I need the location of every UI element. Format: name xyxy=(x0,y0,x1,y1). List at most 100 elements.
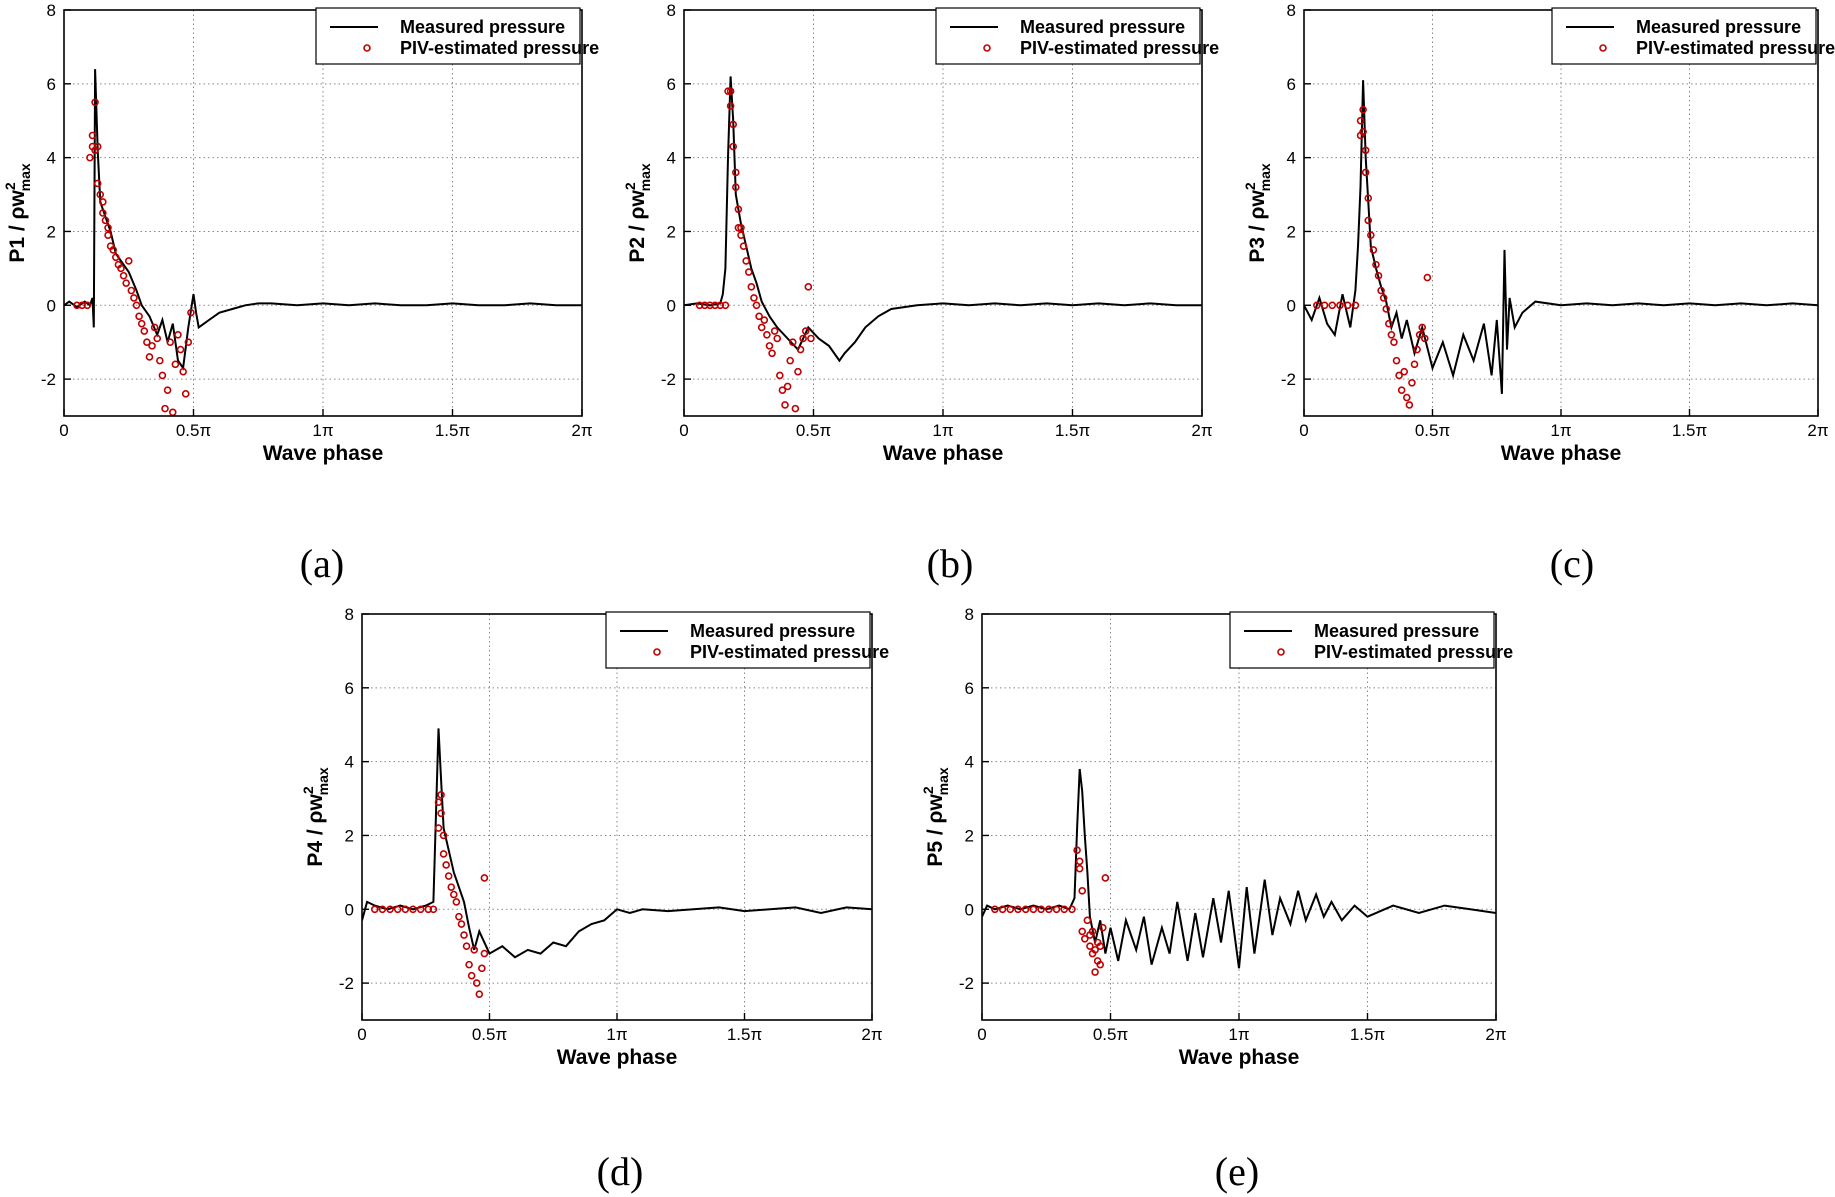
piv-point xyxy=(747,283,756,291)
x-axis-title-b: Wave phase xyxy=(883,442,1004,465)
x-tick-label: 1π xyxy=(606,1025,627,1044)
piv-point xyxy=(1081,934,1089,943)
y-tick-label: 8 xyxy=(345,605,354,624)
legend-label-piv: PIV-estimated pressure xyxy=(690,642,889,662)
piv-point xyxy=(1313,301,1321,310)
piv-point xyxy=(729,120,738,129)
y-axis-title-b: P2 / ρw2max xyxy=(622,163,653,263)
piv-point xyxy=(744,268,753,276)
piv-point xyxy=(450,890,458,899)
piv-point xyxy=(1403,393,1411,402)
x-tick-label: 0 xyxy=(977,1025,986,1044)
piv-point xyxy=(1078,887,1087,895)
chart-panel-a: 0 0.5π 1π 1.5π 2π -2 0 2 4 6 8 Wave phase P1 / ρw2ma… xyxy=(2,1,599,465)
piv-point xyxy=(156,356,164,365)
piv-point xyxy=(124,257,133,265)
y-tick-label: 2 xyxy=(47,222,56,241)
piv-point xyxy=(409,905,417,914)
y-axis-title-d: P4 / ρw2max xyxy=(300,767,331,867)
piv-point xyxy=(1096,942,1105,950)
piv-point xyxy=(1320,301,1329,310)
legend-marker-swatch xyxy=(363,44,371,52)
piv-point xyxy=(117,264,125,273)
x-tick-label: 2π xyxy=(1807,421,1828,440)
y-tick-label: 4 xyxy=(345,753,354,772)
piv-point xyxy=(132,301,141,310)
piv-point xyxy=(1395,371,1403,380)
measured-pressure-line-c xyxy=(1304,80,1818,394)
piv-point xyxy=(148,342,156,350)
piv-point xyxy=(424,905,433,914)
piv-point xyxy=(1359,105,1367,114)
y-tick-label: 0 xyxy=(667,296,676,315)
x-tick-label: 1π xyxy=(1550,421,1571,440)
piv-point xyxy=(991,905,999,914)
piv-point xyxy=(1091,968,1099,976)
piv-point xyxy=(1392,356,1401,365)
piv-point xyxy=(778,386,787,394)
piv-markers-c xyxy=(1313,105,1432,409)
piv-point xyxy=(1045,905,1053,914)
piv-point xyxy=(416,905,425,914)
y-tick-label: 2 xyxy=(1287,222,1296,241)
piv-point xyxy=(1408,378,1416,387)
piv-markers-b xyxy=(695,87,815,413)
legend-marker-swatch xyxy=(653,648,661,656)
piv-point xyxy=(109,246,118,254)
piv-point xyxy=(158,371,167,380)
piv-point xyxy=(1367,231,1375,239)
piv-point xyxy=(112,253,120,262)
piv-point xyxy=(1390,338,1398,346)
y-tick-label: 8 xyxy=(1287,1,1296,20)
piv-point xyxy=(93,179,102,188)
legend-label-piv: PIV-estimated pressure xyxy=(1636,38,1835,58)
piv-point xyxy=(119,271,128,280)
piv-point xyxy=(1336,301,1344,310)
piv-point xyxy=(742,257,750,265)
piv-point xyxy=(788,338,797,346)
grid-c xyxy=(1304,10,1818,416)
piv-point xyxy=(1073,846,1081,855)
piv-point xyxy=(1385,319,1393,328)
y-tick-label: 6 xyxy=(965,679,974,698)
piv-point xyxy=(370,905,379,914)
chart-panel-d: 0 0.5π 1π 1.5π 2π -2 0 2 4 6 8 Wave phase P4 / ρw2ma… xyxy=(300,605,889,1069)
piv-point xyxy=(799,334,807,343)
piv-point xyxy=(101,216,110,225)
x-axis-title-c: Wave phase xyxy=(1501,442,1622,465)
piv-point xyxy=(480,874,489,882)
piv-point xyxy=(478,964,486,973)
piv-point xyxy=(801,327,810,335)
piv-point xyxy=(150,323,159,332)
y-tick-label: 6 xyxy=(345,679,354,698)
legend-label-piv: PIV-estimated pressure xyxy=(400,38,599,58)
piv-point xyxy=(457,920,466,928)
piv-point xyxy=(1382,305,1391,313)
piv-point xyxy=(752,301,761,310)
piv-markers-d xyxy=(370,791,489,998)
piv-point xyxy=(145,353,154,361)
piv-point xyxy=(91,98,99,107)
piv-point xyxy=(1096,960,1105,969)
piv-point xyxy=(1415,330,1424,339)
y-tick-label: -2 xyxy=(661,370,676,389)
piv-point xyxy=(447,883,456,891)
piv-point xyxy=(1343,301,1352,310)
piv-point xyxy=(99,198,107,206)
y-tick-label: 4 xyxy=(47,149,56,168)
piv-point xyxy=(726,102,735,110)
x-axis-title-a: Wave phase xyxy=(263,442,384,465)
piv-point xyxy=(465,960,473,969)
piv-point xyxy=(174,330,182,339)
chart-panel-c: 0 0.5π 1π 1.5π 2π -2 0 2 4 6 8 Wave phase P3 / ρw2ma… xyxy=(1242,1,1835,465)
piv-point xyxy=(1379,294,1388,302)
legend-marker-swatch xyxy=(1277,648,1285,656)
y-tick-label: 6 xyxy=(1287,75,1296,94)
y-tick-label: 8 xyxy=(667,1,676,20)
legend-label-piv: PIV-estimated pressure xyxy=(1020,38,1219,58)
x-tick-label: 0.5π xyxy=(796,421,831,440)
piv-point xyxy=(455,912,463,921)
piv-point xyxy=(1075,857,1084,866)
